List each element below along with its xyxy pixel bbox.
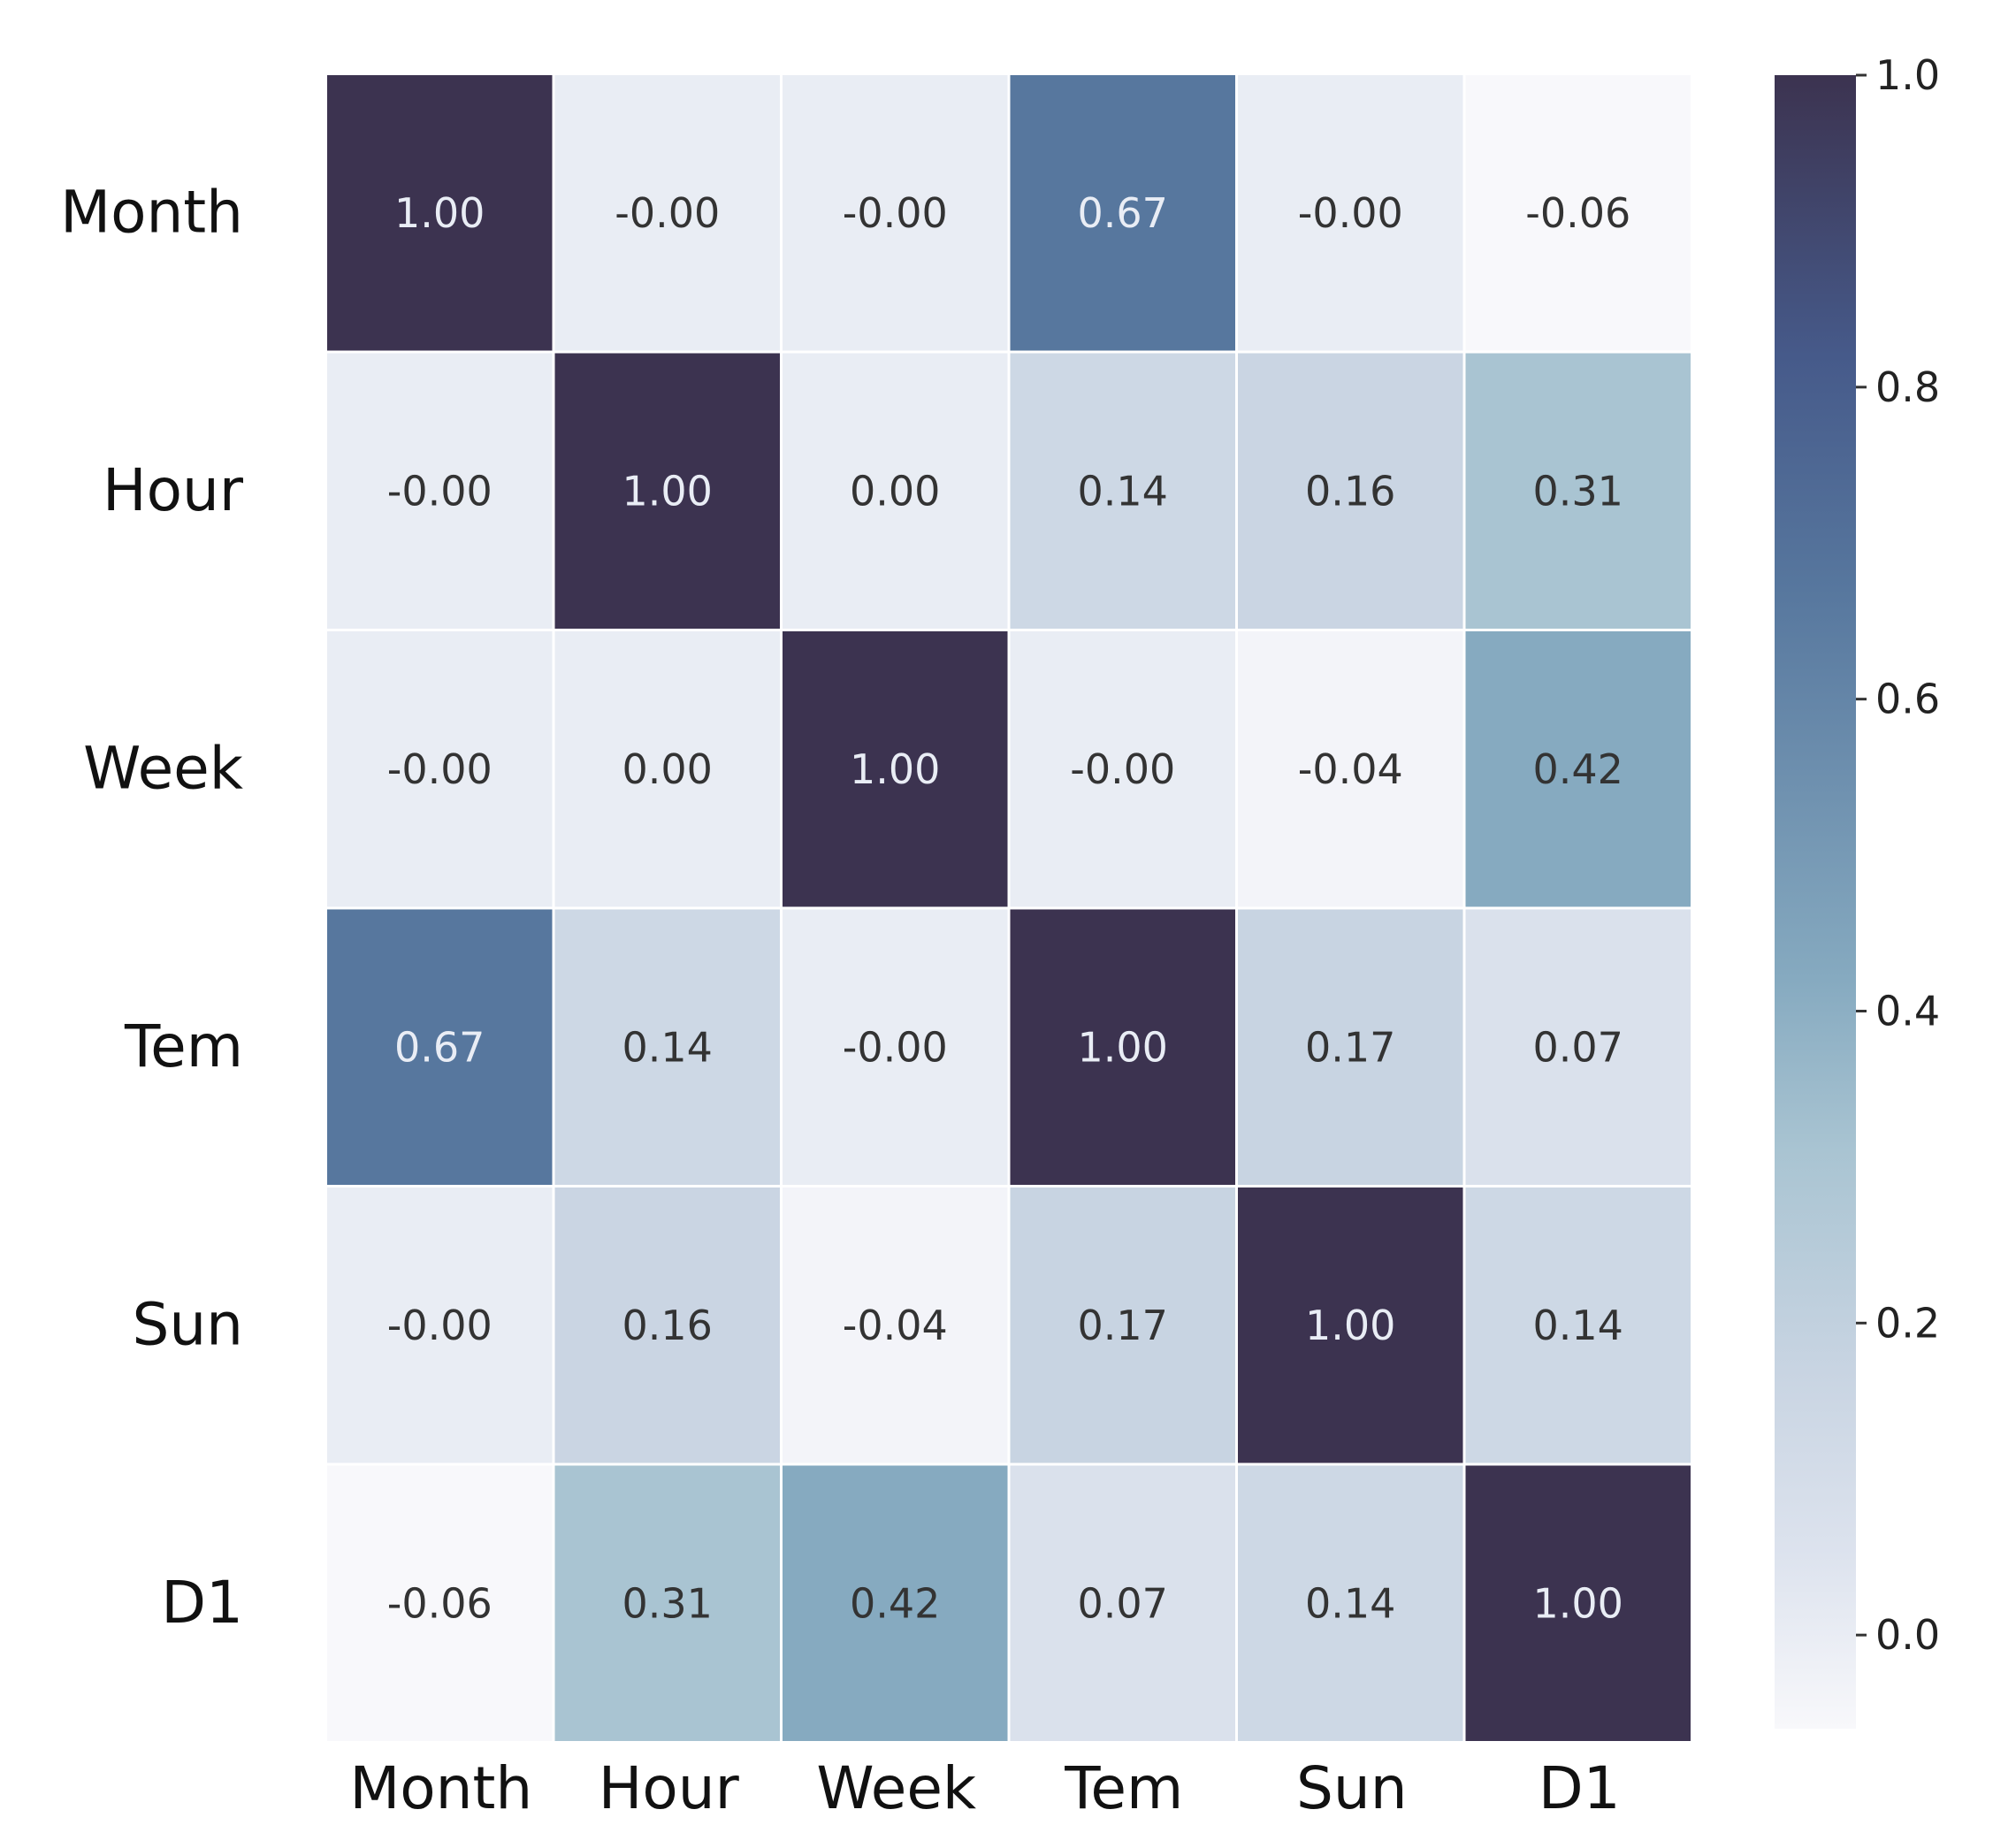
heatmap-cell-d1-hour — [554, 1465, 780, 1741]
cell-value-label: -0.00 — [387, 745, 493, 793]
heatmap-cell-tem-sun — [1238, 909, 1463, 1185]
row-label-d1: D1 — [161, 1569, 243, 1637]
colorbar-tick-label: 0.6 — [1875, 676, 1940, 723]
cell-value-label: 0.16 — [1305, 467, 1395, 515]
cell-value-label: -0.04 — [1298, 745, 1403, 793]
cell-value-label: -0.00 — [843, 189, 948, 237]
column-label-month: Month — [349, 1754, 532, 1822]
heatmap-cell-hour-d1 — [1465, 353, 1691, 629]
cell-value-label: 0.14 — [1533, 1302, 1623, 1349]
heatmap-cell-week-week — [783, 631, 1008, 907]
cell-value-label: 0.31 — [622, 1579, 713, 1627]
heatmap-cell-week-sun — [1238, 631, 1463, 907]
heatmap-cell-tem-hour — [554, 909, 780, 1185]
colorbar-gradient — [1775, 75, 1856, 1729]
heatmap-cell-d1-week — [783, 1465, 1008, 1741]
heatmap-cell-month-tem — [1010, 75, 1235, 351]
row-labels: Month Hour Week Tem Sun D1 — [60, 178, 244, 1637]
cell-value-label: 0.17 — [1078, 1302, 1168, 1349]
heatmap-cell-week-d1 — [1465, 631, 1691, 907]
column-label-hour: Hour — [599, 1754, 740, 1822]
heatmap-cell-sun-tem — [1010, 1187, 1235, 1463]
heatmap-cell-hour-tem — [1010, 353, 1235, 629]
cell-value-label: -0.00 — [387, 467, 493, 515]
cell-value-label: 0.17 — [1305, 1023, 1395, 1071]
cell-value-label: 0.16 — [622, 1302, 713, 1349]
heatmap-cell-d1-sun — [1238, 1465, 1463, 1741]
heatmap-cell-month-d1 — [1465, 75, 1691, 351]
colorbar: 0.0 0.2 0.4 0.6 0.8 1.0 — [1775, 51, 1940, 1729]
cell-value-label: 0.00 — [850, 467, 940, 515]
column-label-sun: Sun — [1296, 1754, 1408, 1822]
column-label-d1: D1 — [1539, 1754, 1621, 1822]
cell-value-label: 1.00 — [622, 467, 713, 515]
heatmap-cell-week-month — [327, 631, 553, 907]
cell-value-label: -0.00 — [1298, 189, 1403, 237]
row-label-tem: Tem — [124, 1012, 243, 1081]
cell-value-label: 1.00 — [850, 745, 940, 793]
colorbar-tick-label: 0.0 — [1875, 1611, 1940, 1659]
cell-value-label: 0.00 — [622, 745, 713, 793]
heatmap-cell-tem-month — [327, 909, 553, 1185]
row-label-hour: Hour — [103, 456, 244, 524]
heatmap-cell-hour-week — [783, 353, 1008, 629]
cell-value-label: -0.00 — [1070, 745, 1175, 793]
heatmap-cell-sun-sun — [1238, 1187, 1463, 1463]
heatmap-cell-tem-d1 — [1465, 909, 1691, 1185]
cell-value-label: -0.00 — [615, 189, 720, 237]
heatmap-cell-month-week — [783, 75, 1008, 351]
cell-value-label: 0.42 — [1533, 745, 1623, 793]
heatmap-cell-hour-hour — [554, 353, 780, 629]
cell-value-label: -0.06 — [387, 1579, 493, 1627]
column-labels: Month Hour Week Tem Sun D1 — [349, 1754, 1620, 1822]
heatmap-cell-d1-month — [327, 1465, 553, 1741]
cell-value-label: 0.42 — [850, 1579, 940, 1627]
colorbar-tick-label: 0.2 — [1875, 1299, 1940, 1347]
cell-value-label: 0.14 — [1078, 467, 1168, 515]
row-label-month: Month — [60, 178, 243, 246]
cell-value-label: 0.07 — [1078, 1579, 1168, 1627]
cell-value-label: 0.67 — [1078, 189, 1168, 237]
cell-value-label: 0.31 — [1533, 467, 1623, 515]
cell-value-label: 1.00 — [1305, 1302, 1395, 1349]
heatmap-cell-month-hour — [554, 75, 780, 351]
heatmap-cell-sun-week — [783, 1187, 1008, 1463]
cell-value-label: 0.67 — [394, 1023, 485, 1071]
heatmap-cell-sun-hour — [554, 1187, 780, 1463]
heatmap-cell-sun-month — [327, 1187, 553, 1463]
heatmap-cell-week-hour — [554, 631, 780, 907]
row-label-week: Week — [83, 734, 244, 802]
cell-value-label: 1.00 — [1533, 1579, 1623, 1627]
heatmap-cell-month-sun — [1238, 75, 1463, 351]
heatmap-cell-hour-sun — [1238, 353, 1463, 629]
heatmap-cell-tem-tem — [1010, 909, 1235, 1185]
column-label-week: Week — [816, 1754, 977, 1822]
colorbar-tick-label: 0.8 — [1875, 363, 1940, 411]
column-label-tem: Tem — [1064, 1754, 1183, 1822]
colorbar-tick-label: 1.0 — [1875, 51, 1940, 99]
heatmap-cells: 1.00 -0.00 -0.00 0.67 -0.00 -0.06 -0.00 1.00 0.0… — [327, 75, 1691, 1741]
cell-value-label: -0.00 — [387, 1302, 493, 1349]
cell-value-label: -0.06 — [1525, 189, 1630, 237]
cell-value-label: 1.00 — [394, 189, 485, 237]
heatmap-cell-tem-week — [783, 909, 1008, 1185]
heatmap-cell-d1-tem — [1010, 1465, 1235, 1741]
cell-value-label: -0.00 — [843, 1023, 948, 1071]
cell-value-label: -0.04 — [843, 1302, 948, 1349]
heatmap-cell-d1-d1 — [1465, 1465, 1691, 1741]
heatmap-cell-month-month — [327, 75, 553, 351]
heatmap-cell-sun-d1 — [1465, 1187, 1691, 1463]
row-label-sun: Sun — [132, 1290, 243, 1358]
cell-value-label: 0.07 — [1533, 1023, 1623, 1071]
heatmap-cell-hour-month — [327, 353, 553, 629]
cell-value-label: 0.14 — [622, 1023, 713, 1071]
colorbar-tick-label: 0.4 — [1875, 987, 1940, 1035]
cell-value-label: 1.00 — [1078, 1023, 1168, 1071]
cell-value-label: 0.14 — [1305, 1579, 1395, 1627]
heatmap-cell-week-tem — [1010, 631, 1235, 907]
